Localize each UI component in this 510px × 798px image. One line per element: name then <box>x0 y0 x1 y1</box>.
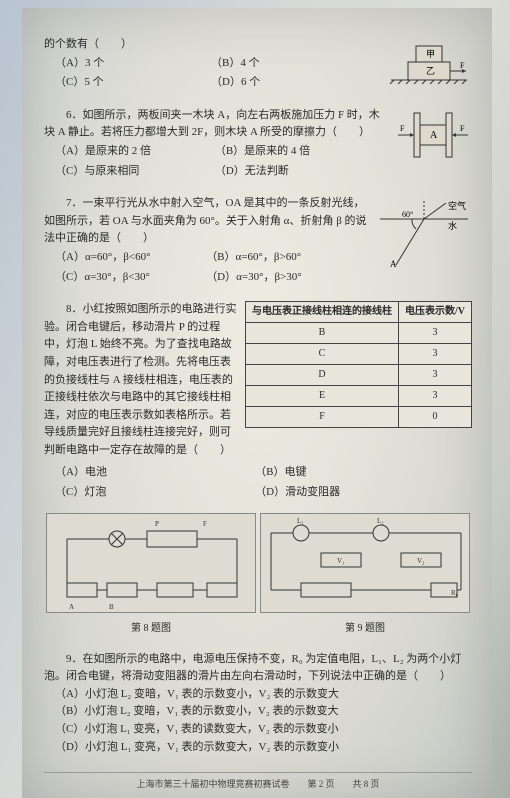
table-cell: 3 <box>399 365 472 386</box>
q5-fig-f: F <box>460 61 465 70</box>
q6-fig-a: A <box>430 130 438 141</box>
table-cell: D <box>246 365 399 386</box>
question-8: 与电压表正接线柱相连的接线柱电压表示数/V B3 C3 D3 E3 F0 8．小… <box>44 301 472 637</box>
question-6: A F F 6．如图所示，两板间夹一木块 A，向左右两板施加压力 F 时，木块 … <box>44 107 472 181</box>
q7-figure: 60° 空气 水 A <box>376 195 472 273</box>
q8-opt-b: （B）电键 <box>255 464 455 482</box>
svg-text:L₂: L₂ <box>377 517 384 525</box>
q5-options: （A）3 个 （B）4 个 （C）5 个 （D）6 个 <box>55 54 380 93</box>
svg-text:P: P <box>155 520 159 528</box>
table-cell: 3 <box>399 344 472 365</box>
q6-opt-b: （B）是原来的 4 倍 <box>215 143 375 161</box>
question-7: 60° 空气 水 A 7．一束平行光从水中射入空气，OA 是其中的一条反射光线，… <box>44 195 472 287</box>
q6-fig-fr: F <box>460 124 465 133</box>
q6-opt-d: （D）无法判断 <box>215 163 375 181</box>
q5-fig-bottom: 乙 <box>426 66 435 76</box>
q9-opt-d: （D）小灯泡 L₁ 变亮，V₁ 表的示数变大，V₂ 表的示数变小 <box>55 739 472 757</box>
q6-fig-fl: F <box>400 124 405 133</box>
table-cell: E <box>246 386 399 407</box>
captions: 第 8 题图 第 9 题图 <box>44 617 472 637</box>
q7-fig-water: 水 <box>448 220 457 231</box>
q5-opt-c: （C）5 个 <box>55 74 211 92</box>
circuit-figures: A B P F L₁ L₂ V₁ V₂ R₀ <box>44 513 472 613</box>
q7-opt-b: （B）α=60°，β>60° <box>206 249 357 267</box>
q5-figure: 甲 乙 F <box>386 36 472 86</box>
q8-th-2: 电压表示数/V <box>399 302 472 323</box>
svg-text:V₁: V₁ <box>337 557 345 565</box>
q5-opt-b: （B）4 个 <box>211 55 367 73</box>
question-9: 9．在如图所示的电路中，电源电压保持不变，R₀ 为定值电阻，L₁、L₂ 为两个小… <box>44 651 472 757</box>
table-cell: 0 <box>399 407 472 428</box>
q7-fig-a: A <box>390 259 397 269</box>
q8-options: （A）电池 （B）电键 （C）灯泡 （D）滑动变阻器 <box>55 463 472 502</box>
svg-text:B: B <box>109 603 114 611</box>
q5-opt-a: （A）3 个 <box>55 55 211 73</box>
table-cell: 3 <box>399 386 472 407</box>
svg-text:V₂: V₂ <box>417 557 425 565</box>
table-cell: F <box>246 407 399 428</box>
table-cell: C <box>246 344 399 365</box>
q9-options: （A）小灯泡 L₂ 变暗，V₁ 表的示数变小，V₂ 表的示数变大 （B）小灯泡 … <box>55 686 472 756</box>
q8-circuit: A B P F <box>46 513 256 613</box>
svg-text:F: F <box>203 520 207 528</box>
q5-fig-top: 甲 <box>426 49 435 59</box>
q8-table: 与电压表正接线柱相连的接线柱电压表示数/V B3 C3 D3 E3 F0 <box>245 301 472 428</box>
q8-th-1: 与电压表正接线柱相连的接线柱 <box>246 302 399 323</box>
q9-stem: 9．在如图所示的电路中，电源电压保持不变，R₀ 为定值电阻，L₁、L₂ 为两个小… <box>44 651 472 686</box>
page-footer: 上海市第三十届初中物理竞赛初赛试卷 第 2 页 共 8 页 <box>44 772 472 791</box>
question-5: 甲 乙 F 的个数有（ ） （A）3 个 （B）4 个 （C）5 个 （D）6 … <box>44 36 472 93</box>
q7-opt-c: （C）α=30°，β<30° <box>55 269 206 287</box>
q7-options: （A）α=60°，β<60° （B）α=60°，β>60° （C）α=30°，β… <box>55 248 370 287</box>
q6-opt-c: （C）与原来相同 <box>55 163 215 181</box>
svg-text:L₁: L₁ <box>297 517 304 525</box>
exam-page: 甲 乙 F 的个数有（ ） （A）3 个 （B）4 个 （C）5 个 （D）6 … <box>22 8 492 798</box>
q5-opt-d: （D）6 个 <box>211 74 367 92</box>
table-cell: 3 <box>399 323 472 344</box>
q9-caption: 第 9 题图 <box>345 621 385 637</box>
svg-text:A: A <box>69 603 74 611</box>
q6-options: （A）是原来的 2 倍 （B）是原来的 4 倍 （C）与原来相同 （D）无法判断 <box>55 142 388 181</box>
q7-opt-d: （D）α=30°，β>30° <box>206 269 357 287</box>
q8-opt-d: （D）滑动变阻器 <box>255 484 455 502</box>
q8-opt-a: （A）电池 <box>55 464 255 482</box>
q9-opt-a: （A）小灯泡 L₂ 变暗，V₁ 表的示数变小，V₂ 表的示数变大 <box>55 686 472 704</box>
q9-opt-c: （C）小灯泡 L₁ 变亮，V₁ 表的读数变大，V₂ 表的示数变小 <box>55 721 472 739</box>
q6-figure: A F F <box>394 107 472 163</box>
q6-opt-a: （A）是原来的 2 倍 <box>55 143 215 161</box>
q9-opt-b: （B）小灯泡 L₂ 变暗，V₁ 表的示数变小，V₂ 表的示数变大 <box>55 703 472 721</box>
table-cell: B <box>246 323 399 344</box>
q9-circuit: L₁ L₂ V₁ V₂ R₀ <box>260 513 470 613</box>
q7-fig-angle: 60° <box>402 210 413 219</box>
q8-caption: 第 8 题图 <box>131 621 171 637</box>
q7-fig-air: 空气 <box>448 200 466 211</box>
q8-opt-c: （C）灯泡 <box>55 484 255 502</box>
q7-opt-a: （A）α=60°，β<60° <box>55 249 206 267</box>
